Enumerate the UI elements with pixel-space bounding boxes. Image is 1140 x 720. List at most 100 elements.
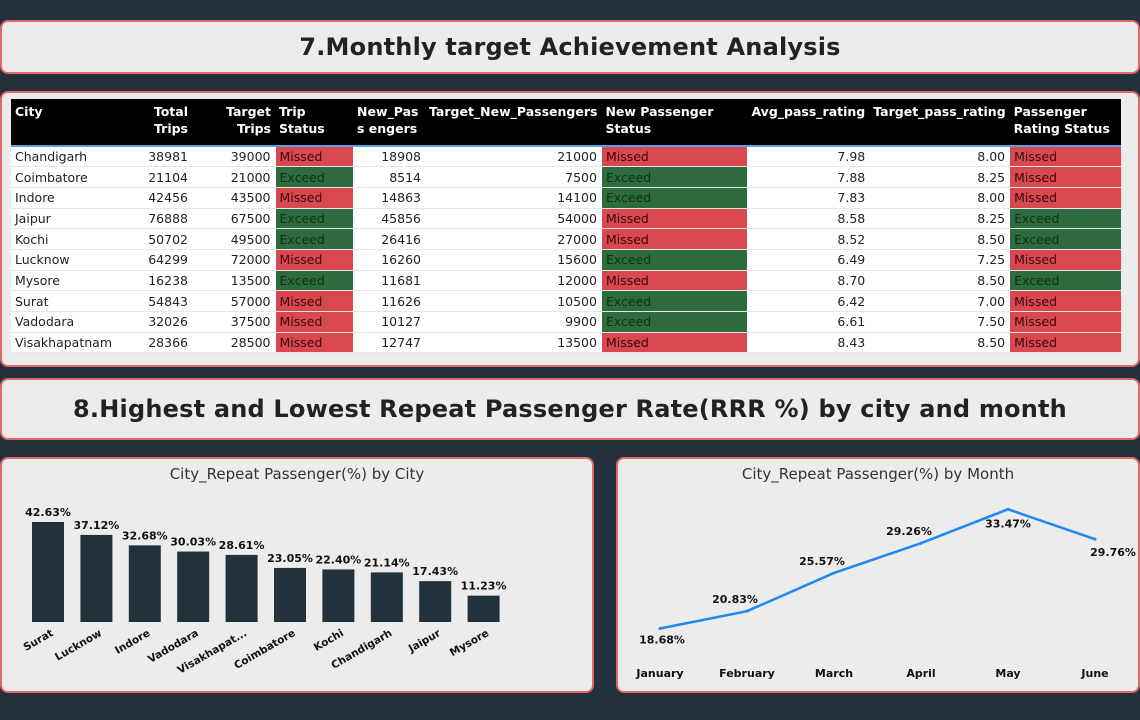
cell-new-passengers: 10127 xyxy=(353,311,425,333)
table-row[interactable]: Visakhapatnam 28366 28500 Missed 12747 13500 M… xyxy=(11,332,1121,354)
cell-avg-pass-rating: 7.98 xyxy=(747,146,870,168)
x-tick-label: January xyxy=(635,667,683,680)
col-header-new-passengers[interactable]: New_Pass engers xyxy=(353,99,425,146)
cell-total-trips: 64299 xyxy=(116,249,192,271)
col-header-avg-pass-rating[interactable]: Avg_pass_rating xyxy=(747,99,870,146)
data-label: 42.63% xyxy=(25,506,71,519)
bar-1[interactable] xyxy=(80,534,113,622)
section8-title: 8.Highest and Lowest Repeat Passenger Ra… xyxy=(73,395,1067,423)
cell-target-trips: 49500 xyxy=(192,228,275,250)
cell-new-passengers: 45856 xyxy=(353,208,425,230)
data-point[interactable] xyxy=(919,541,923,545)
table-row[interactable]: Chandigarh 38981 39000 Missed 18908 21000 Miss… xyxy=(11,146,1121,168)
cell-target-trips: 37500 xyxy=(192,311,275,333)
data-point[interactable] xyxy=(658,627,662,631)
x-tick-label: March xyxy=(815,667,853,680)
bar-9[interactable] xyxy=(467,595,500,622)
cell-avg-pass-rating: 7.83 xyxy=(747,187,870,209)
section8-title-panel: 8.Highest and Lowest Repeat Passenger Ra… xyxy=(0,378,1140,440)
table-row[interactable]: Mysore 16238 13500 Exceed 11681 12000 Missed 8.… xyxy=(11,270,1121,292)
cell-total-trips: 42456 xyxy=(116,187,192,209)
data-point[interactable] xyxy=(1006,507,1010,511)
cell-trip-status: Missed xyxy=(274,290,353,312)
col-header-city[interactable]: City xyxy=(11,99,116,146)
table-row[interactable]: Kochi 50702 49500 Exceed 26416 27000 Missed 8.5… xyxy=(11,228,1121,250)
x-tick-label: April xyxy=(906,667,935,680)
table-row[interactable]: Vadodara 32026 37500 Missed 10127 9900 Exceed 6… xyxy=(11,311,1121,333)
cell-total-trips: 38981 xyxy=(116,146,192,168)
cell-target-new-passengers: 54000 xyxy=(425,208,602,230)
bar-2[interactable] xyxy=(128,545,161,622)
cell-target-new-passengers: 14100 xyxy=(425,187,602,209)
table-row[interactable]: Indore 42456 43500 Missed 14863 14100 Exceed 7.… xyxy=(11,187,1121,209)
bar-3[interactable] xyxy=(177,551,210,622)
table-row[interactable]: Lucknow 64299 72000 Missed 16260 15600 Exceed 6… xyxy=(11,249,1121,271)
data-point[interactable] xyxy=(745,609,749,613)
data-label: 20.83% xyxy=(712,593,758,606)
table-row[interactable]: Surat 54843 57000 Missed 11626 10500 Exceed 6.4… xyxy=(11,290,1121,312)
cell-new-passenger-status: Exceed xyxy=(600,166,748,188)
cell-passenger-rating-status: Exceed xyxy=(1009,270,1121,292)
x-tick-label: May xyxy=(995,667,1020,680)
table-row[interactable]: Coimbatore 21104 21000 Exceed 8514 7500 Exceed… xyxy=(11,166,1121,188)
cell-target-pass-rating: 8.25 xyxy=(869,208,1010,230)
cell-target-pass-rating: 8.00 xyxy=(869,187,1010,209)
bar-5[interactable] xyxy=(274,567,306,622)
series-line[interactable] xyxy=(659,507,1096,630)
section7-title: 7.Monthly target Achievement Analysis xyxy=(299,33,841,61)
col-header-target-new-passengers[interactable]: Target_New_Passengers xyxy=(425,99,602,146)
cell-new-passengers: 8514 xyxy=(353,166,425,188)
cell-passenger-rating-status: Missed xyxy=(1009,166,1121,188)
data-point[interactable] xyxy=(832,571,836,575)
target-achievement-table: City Total Trips Target Trips Trip Statu… xyxy=(11,99,1121,354)
cell-trip-status: Exceed xyxy=(274,166,353,188)
col-header-target-trips[interactable]: Target Trips xyxy=(192,99,275,146)
bar-7[interactable] xyxy=(370,572,403,622)
cell-target-pass-rating: 7.50 xyxy=(869,311,1010,333)
chart-title: City_Repeat Passenger(%) by Month xyxy=(741,465,1015,483)
cell-avg-pass-rating: 8.43 xyxy=(747,332,870,354)
cell-target-pass-rating: 8.50 xyxy=(869,228,1010,250)
data-label: 17.43% xyxy=(412,565,458,578)
cell-new-passenger-status: Missed xyxy=(600,208,748,230)
cell-city: Mysore xyxy=(11,270,116,292)
cell-city: Indore xyxy=(11,187,116,209)
cell-avg-pass-rating: 8.58 xyxy=(747,208,870,230)
cell-city: Visakhapatnam xyxy=(11,332,116,354)
cell-trip-status: Missed xyxy=(274,146,353,168)
repeat-rate-by-city-bar-chart: 42.63% Surat 37.12% Lucknow 32.68% Indore 30.0… xyxy=(22,506,507,677)
col-header-new-passenger-status[interactable]: New Passenger Status xyxy=(601,99,748,146)
cell-passenger-rating-status: Missed xyxy=(1009,290,1121,312)
col-header-total-trips[interactable]: Total Trips xyxy=(116,99,192,146)
bar-8[interactable] xyxy=(419,581,452,622)
x-tick-label: Jaipur xyxy=(406,627,444,656)
cell-target-trips: 67500 xyxy=(192,208,275,230)
data-point[interactable] xyxy=(1093,537,1097,541)
cell-new-passengers: 14863 xyxy=(353,187,425,209)
cell-city: Chandigarh xyxy=(11,146,116,168)
cell-passenger-rating-status: Missed xyxy=(1009,146,1121,168)
table-header-row: City Total Trips Target Trips Trip Statu… xyxy=(11,99,1121,146)
bar-6[interactable] xyxy=(322,569,355,622)
cell-trip-status: Missed xyxy=(274,332,353,354)
cell-passenger-rating-status: Missed xyxy=(1009,187,1121,209)
bar-4[interactable] xyxy=(225,554,258,622)
cell-passenger-rating-status: Missed xyxy=(1009,311,1121,333)
bar-0[interactable] xyxy=(32,522,64,622)
table-row[interactable]: Jaipur 76888 67500 Exceed 45856 54000 Missed 8.… xyxy=(11,208,1121,230)
cell-passenger-rating-status: Missed xyxy=(1009,332,1121,354)
cell-avg-pass-rating: 7.88 xyxy=(747,166,870,188)
data-label: 11.23% xyxy=(461,580,507,593)
x-tick-label: Surat xyxy=(22,627,56,654)
data-label: 37.12% xyxy=(73,519,119,532)
cell-target-new-passengers: 21000 xyxy=(425,146,602,168)
chart-title: City_Repeat Passenger(%) by City xyxy=(169,465,425,483)
cell-new-passengers: 18908 xyxy=(353,146,425,168)
col-header-passenger-rating-status[interactable]: Passenger Rating Status xyxy=(1009,99,1121,146)
col-header-trip-status[interactable]: Trip Status xyxy=(275,99,353,146)
col-header-target-pass-rating[interactable]: Target_pass_rating xyxy=(869,99,1010,146)
cell-target-new-passengers: 13500 xyxy=(425,332,602,354)
cell-target-new-passengers: 10500 xyxy=(425,290,602,312)
cell-target-trips: 21000 xyxy=(192,166,275,188)
cell-target-new-passengers: 9900 xyxy=(425,311,602,333)
